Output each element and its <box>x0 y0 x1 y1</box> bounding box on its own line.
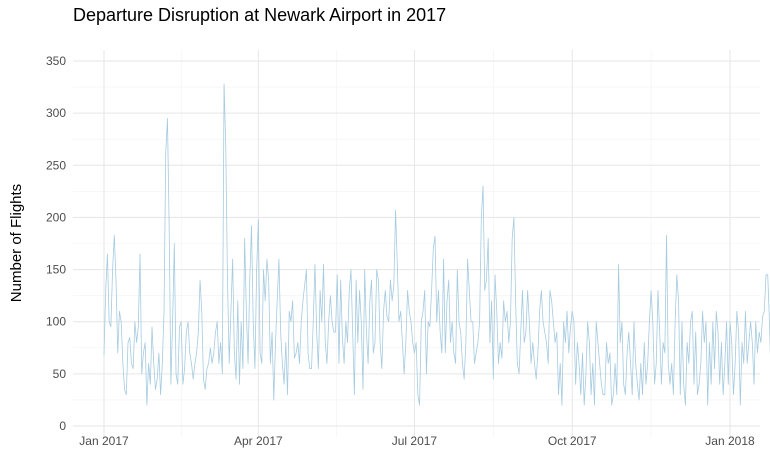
y-tick-label: 0 <box>59 419 66 433</box>
series-line-0 <box>103 83 770 406</box>
y-tick-label: 250 <box>46 158 66 172</box>
y-tick-label: 350 <box>46 54 66 68</box>
x-tick-label: Jan 2018 <box>705 434 755 448</box>
y-tick-label: 50 <box>53 367 67 381</box>
chart-title: Departure Disruption at Newark Airport i… <box>73 5 447 25</box>
y-axis-ticks: 0 50 100 150 200 250 300 350 <box>46 54 66 433</box>
y-tick-label: 150 <box>46 263 66 277</box>
x-tick-label: Jul 2017 <box>392 434 438 448</box>
y-tick-label: 100 <box>46 315 66 329</box>
x-axis-ticks: Jan 2017 Apr 2017 Jul 2017 Oct 2017 Jan 2018 <box>79 434 755 448</box>
y-tick-label: 200 <box>46 210 66 224</box>
series-layer <box>103 83 770 406</box>
major-gridlines <box>73 50 760 437</box>
minor-gridlines <box>73 50 760 437</box>
x-tick-label: Jan 2017 <box>79 434 129 448</box>
y-tick-label: 300 <box>46 106 66 120</box>
y-axis-label: Number of Flights <box>8 184 25 302</box>
x-tick-label: Apr 2017 <box>234 434 283 448</box>
x-tick-label: Oct 2017 <box>548 434 597 448</box>
